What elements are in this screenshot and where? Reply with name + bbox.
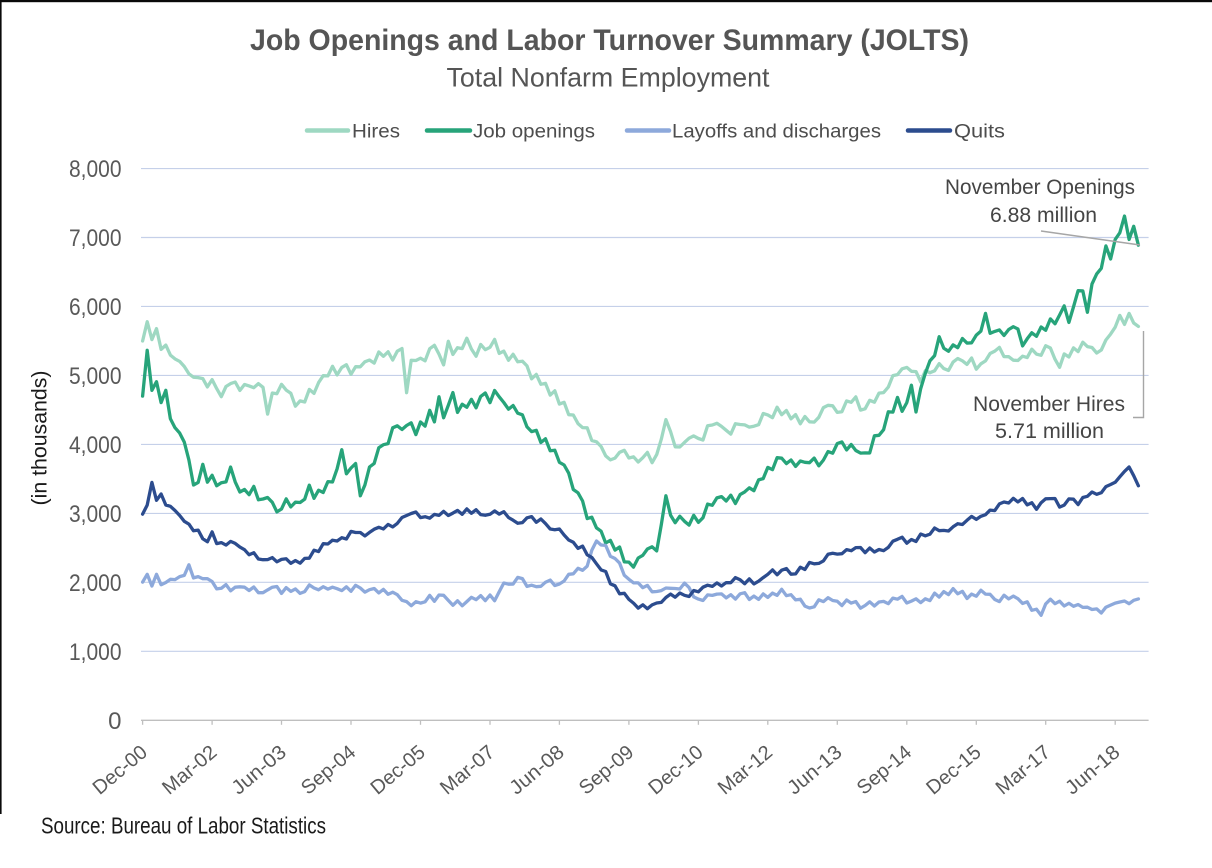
svg-text:November Openings: November Openings <box>945 176 1135 199</box>
svg-text:1,000: 1,000 <box>69 639 122 666</box>
svg-text:(in thousands): (in thousands) <box>29 371 52 506</box>
svg-text:0: 0 <box>108 708 121 735</box>
svg-text:Quits: Quits <box>954 121 1005 142</box>
svg-text:Layoffs and discharges: Layoffs and discharges <box>672 121 881 142</box>
svg-text:November Hires: November Hires <box>973 393 1125 416</box>
svg-text:Total Nonfarm Employment: Total Nonfarm Employment <box>447 63 770 93</box>
svg-text:2,000: 2,000 <box>69 570 122 597</box>
svg-text:6,000: 6,000 <box>69 294 122 321</box>
svg-text:Hires: Hires <box>352 121 400 142</box>
svg-text:7,000: 7,000 <box>69 225 122 252</box>
svg-text:8,000: 8,000 <box>69 156 122 183</box>
svg-text:5,000: 5,000 <box>69 363 122 390</box>
svg-text:5.71 million: 5.71 million <box>995 420 1104 443</box>
svg-text:Source: Bureau of Labor Statis: Source: Bureau of Labor Statistics <box>41 813 326 839</box>
svg-text:6.88 million: 6.88 million <box>990 204 1097 227</box>
svg-text:Job Openings and Labor Turnove: Job Openings and Labor Turnover Summary … <box>250 24 969 57</box>
svg-text:Job openings: Job openings <box>473 121 595 142</box>
svg-text:3,000: 3,000 <box>69 501 122 528</box>
svg-text:4,000: 4,000 <box>69 432 122 459</box>
